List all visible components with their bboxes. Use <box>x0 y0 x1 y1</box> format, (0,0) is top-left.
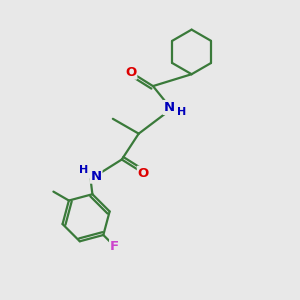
Text: F: F <box>110 240 119 253</box>
Text: H: H <box>80 165 88 175</box>
Text: O: O <box>125 66 136 79</box>
Text: N: N <box>164 101 175 114</box>
Text: H: H <box>177 107 186 117</box>
Text: O: O <box>138 167 149 180</box>
Text: N: N <box>90 170 101 183</box>
